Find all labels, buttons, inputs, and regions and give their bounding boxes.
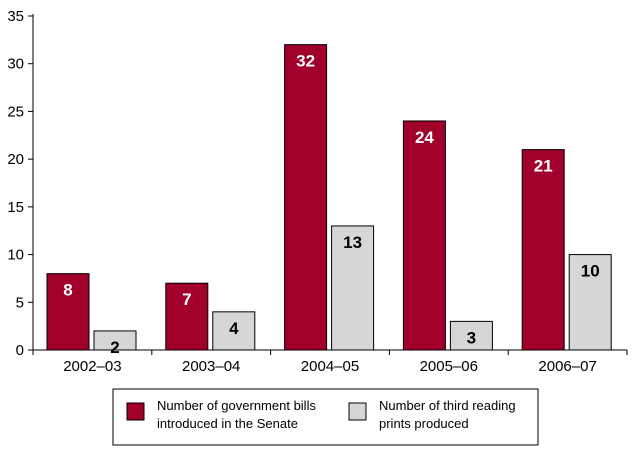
legend: Number of government bills introduced in … <box>112 388 539 446</box>
legend-entry-label: prints produced <box>379 416 469 431</box>
bars: 8 2 7 4 32 13 24 3 21 10 <box>46 44 612 357</box>
legend-box <box>112 388 539 446</box>
bar-government-bills <box>165 282 209 351</box>
y-tick-label: 5 <box>16 294 24 311</box>
y-tick-label: 35 <box>7 8 24 25</box>
legend-entry-label: Number of government bills <box>157 398 316 413</box>
y-tick-label: 0 <box>16 342 24 359</box>
bar-third-reading-prints <box>331 225 375 351</box>
x-tick-label: 2006–07 <box>538 358 596 375</box>
data-label: 4 <box>229 319 239 338</box>
data-label: 2 <box>110 338 119 357</box>
y-tick-label: 25 <box>7 103 24 120</box>
bar-third-reading-prints <box>568 254 612 351</box>
bar-government-bills <box>46 273 90 351</box>
bar-government-bills <box>284 44 328 351</box>
legend-entry-label: introduced in the Senate <box>157 416 298 431</box>
axes: 0 5 10 15 20 25 30 35 2002–03 2003–04 2004–05 2005–… <box>7 8 628 375</box>
bar-third-reading-prints <box>449 320 493 351</box>
data-label: 24 <box>415 128 434 147</box>
legend-swatch <box>348 402 367 421</box>
bar-third-reading-prints <box>93 330 137 351</box>
bar-government-bills <box>402 120 446 351</box>
x-tick-label: 2005–06 <box>420 358 478 375</box>
y-tick-label: 30 <box>7 56 24 73</box>
legend-swatch <box>126 402 145 421</box>
bar-government-bills <box>521 149 565 351</box>
x-tick-label: 2004–05 <box>301 358 359 375</box>
bar-third-reading-prints <box>212 311 256 351</box>
y-tick-label: 10 <box>7 247 24 264</box>
x-tick-label: 2002–03 <box>63 358 121 375</box>
legend-entry-label: Number of third reading <box>379 398 516 413</box>
data-label: 10 <box>581 262 600 281</box>
data-label: 13 <box>343 233 362 252</box>
data-label: 3 <box>467 328 476 347</box>
data-label: 7 <box>182 290 191 309</box>
y-tick-label: 20 <box>7 151 24 168</box>
x-tick-label: 2003–04 <box>182 358 240 375</box>
data-label: 21 <box>534 157 553 176</box>
data-label: 8 <box>63 281 72 300</box>
y-tick-label: 15 <box>7 199 24 216</box>
data-label: 32 <box>296 52 315 71</box>
